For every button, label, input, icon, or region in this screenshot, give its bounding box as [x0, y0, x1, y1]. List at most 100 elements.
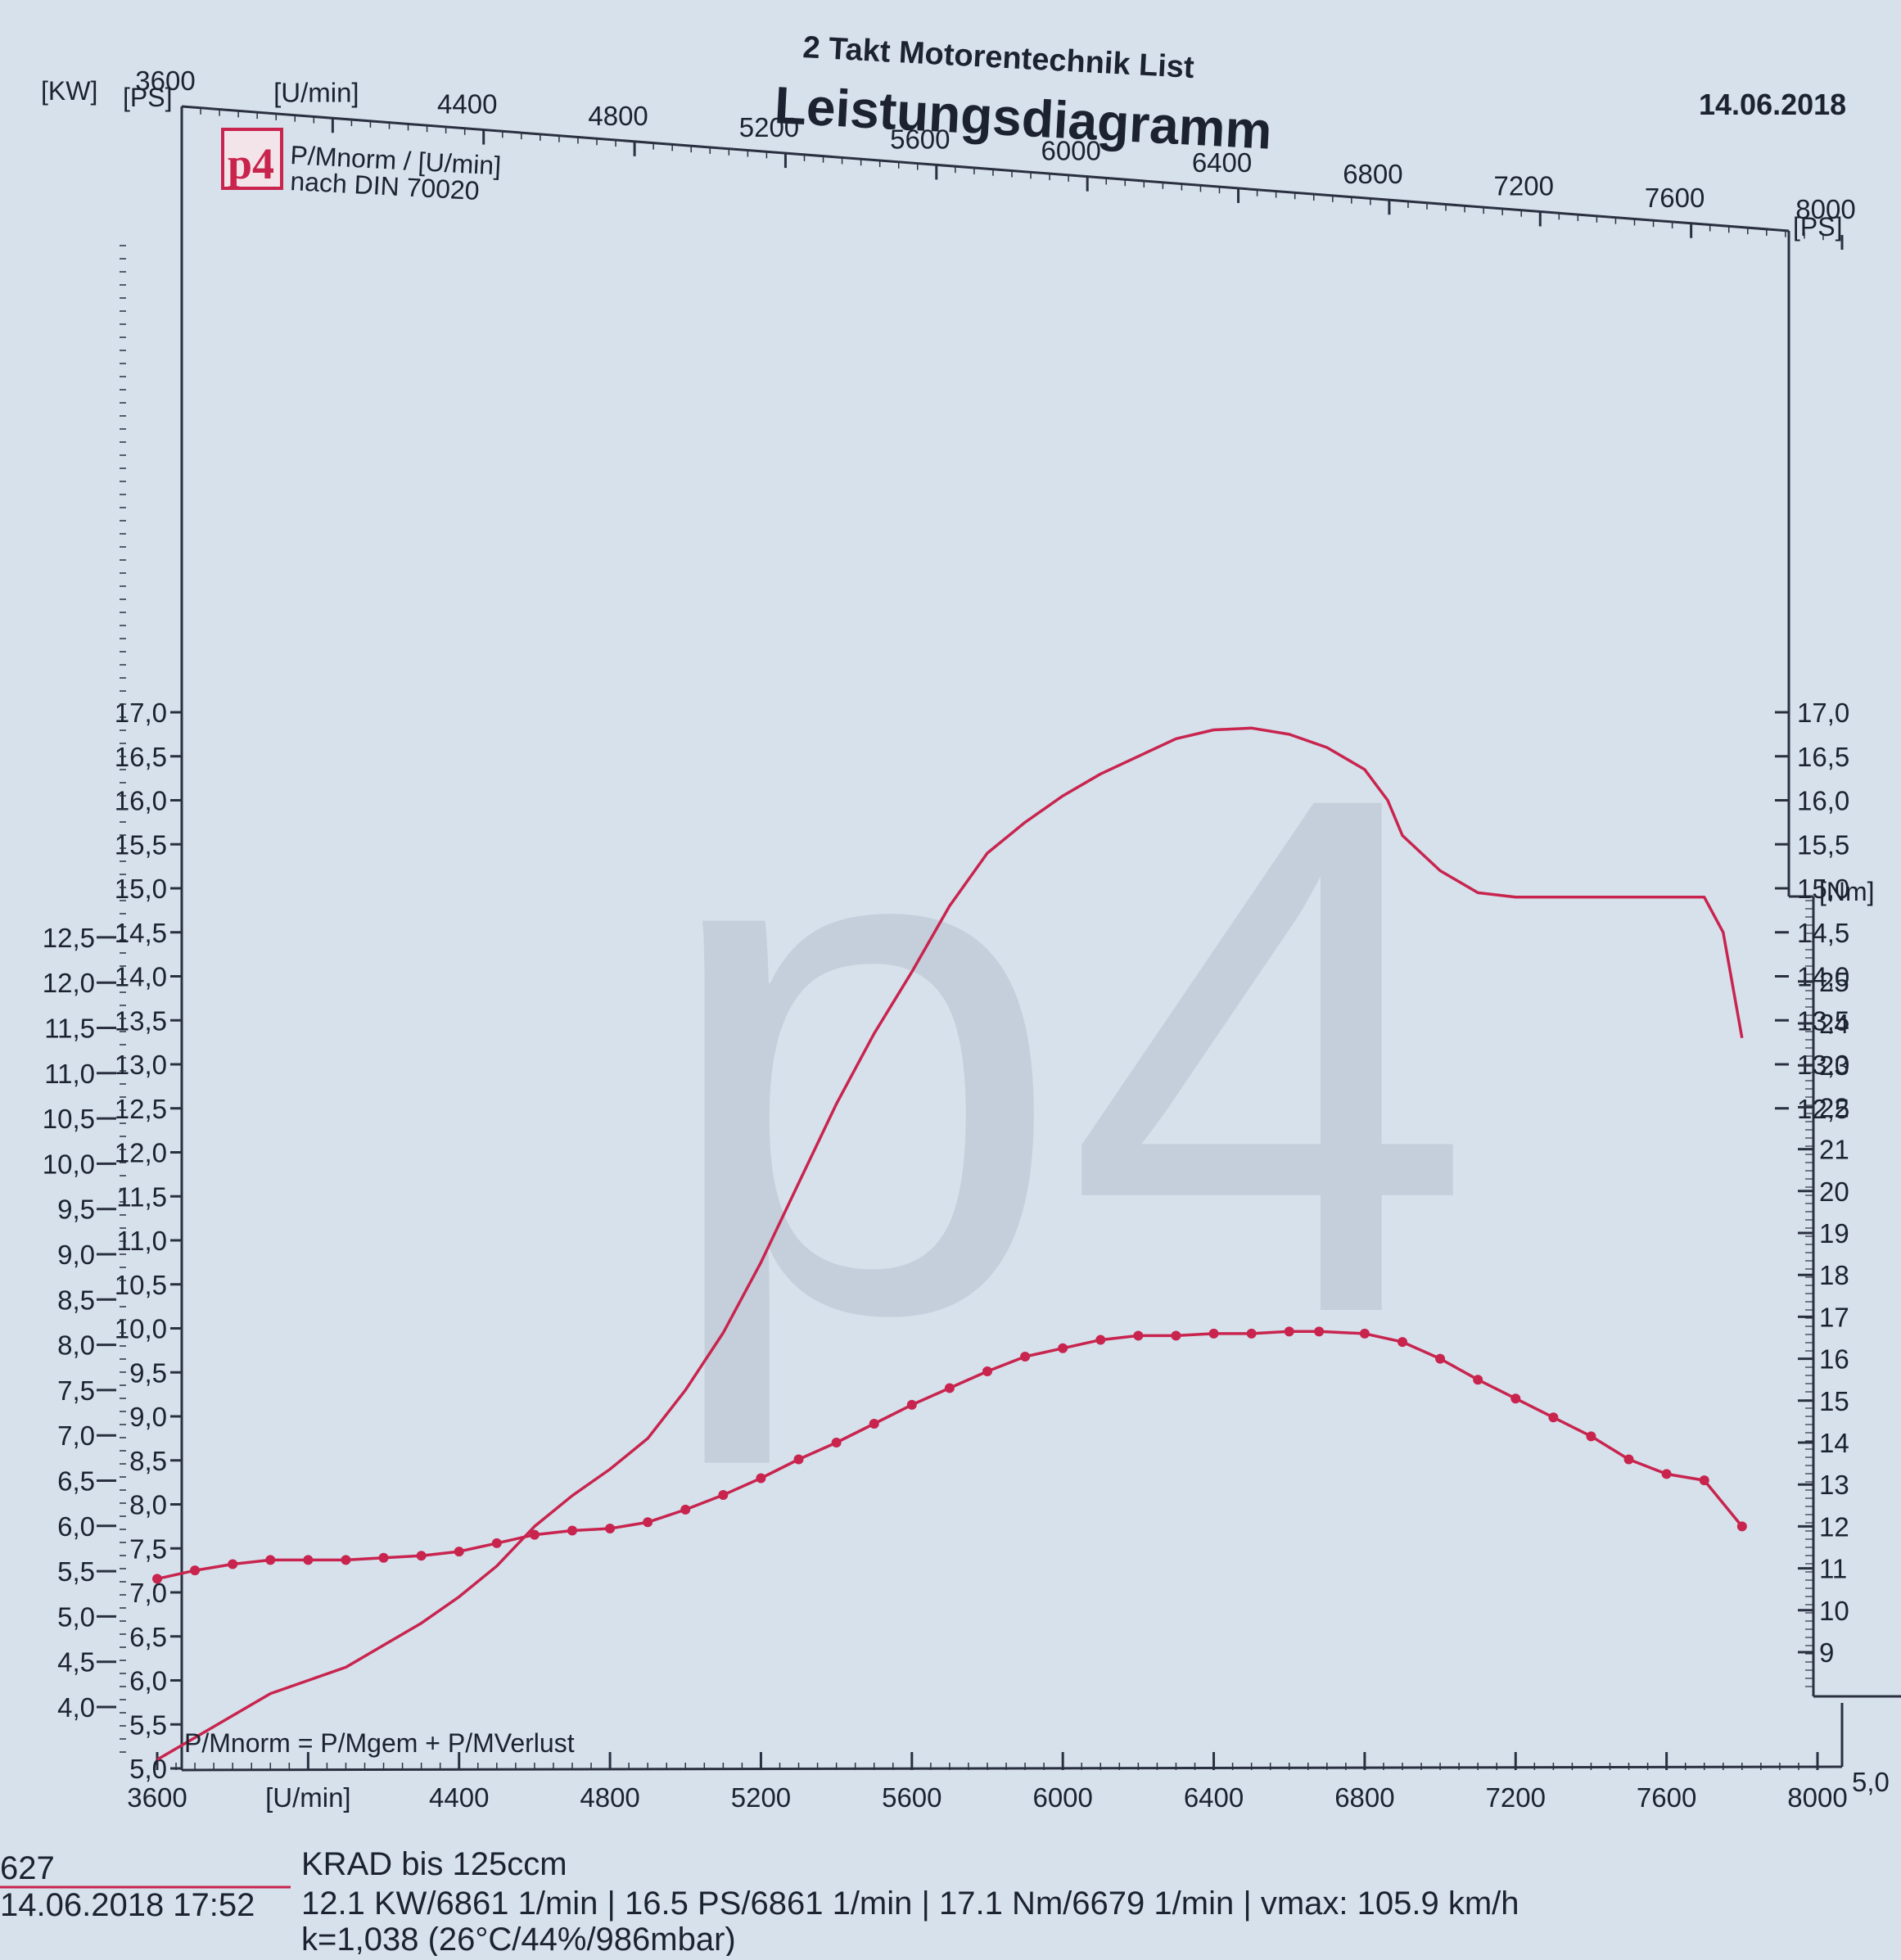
nm-tick-label: 22 [1819, 1092, 1849, 1122]
x-tick-label-top: 6800 [1343, 159, 1402, 189]
x-tick-label-bottom: [U/min] [265, 1782, 351, 1813]
x-tick-label-top: 5600 [890, 124, 950, 154]
nm-tick-label: 15 [1819, 1386, 1849, 1416]
ps-right-tick-label: 14,0 [1797, 962, 1849, 992]
torque-point [228, 1559, 238, 1569]
kw-tick-label: 8,5 [57, 1285, 95, 1315]
torque-point [1661, 1469, 1672, 1479]
footer-date-time: 14.06.2018 17:52 [0, 1887, 255, 1923]
torque-point [680, 1504, 691, 1515]
nm-tick-label: 21 [1819, 1135, 1849, 1165]
torque-point [378, 1552, 389, 1563]
kw-tick-label: 7,0 [57, 1420, 95, 1451]
torque-point [982, 1366, 992, 1376]
ps-axis-label-left: [PS] [123, 83, 172, 112]
x-tick-label-top: 5200 [739, 112, 799, 142]
footer-summary: 12.1 KW/6861 1/min | 16.5 PS/6861 1/min … [301, 1885, 1519, 1922]
torque-point [1171, 1330, 1181, 1341]
power-curve [156, 726, 1744, 1761]
torque-point [1095, 1335, 1106, 1345]
x-tick-label-bottom: 5600 [882, 1782, 941, 1813]
ps-left-tick-label: 8,0 [129, 1490, 167, 1520]
p4-logo-text: p4 [228, 139, 274, 188]
torque-point [1058, 1343, 1068, 1353]
ps-left-tick-label: 6,5 [129, 1622, 167, 1652]
footer-id: 627 [0, 1850, 55, 1886]
ps-right-tick-label: 16,0 [1797, 786, 1849, 816]
ps-left-tick-label: 9,0 [129, 1402, 167, 1432]
x-tick-label-bottom: 6800 [1334, 1782, 1394, 1813]
p4-logo: p4 [221, 128, 283, 190]
ps-left-tick-label: 14,5 [115, 918, 167, 948]
nm-tick-label: 10 [1819, 1596, 1849, 1626]
ps-left-tick-label: 9,5 [129, 1357, 167, 1388]
kw-tick-label: 9,0 [57, 1240, 95, 1270]
ps-right-tick-label: 16,5 [1797, 742, 1849, 772]
x-tick-label-bottom: 7600 [1637, 1782, 1696, 1813]
ps-right-tick-label: 14,5 [1797, 918, 1849, 948]
torque-point [1473, 1375, 1483, 1385]
ps-left-tick-label: 10,0 [115, 1314, 167, 1344]
nm-tick-label: 23 [1819, 1050, 1849, 1081]
torque-point [756, 1473, 766, 1484]
torque-point [869, 1418, 879, 1429]
ps-left-tick-label: 7,0 [129, 1578, 167, 1608]
x-tick-label-bottom: 3600 [127, 1782, 187, 1813]
ps-left-tick-label: 8,5 [129, 1446, 167, 1476]
torque-point [1020, 1352, 1031, 1362]
torque-point [454, 1547, 464, 1557]
torque-point [152, 1574, 162, 1584]
x-tick-label-bottom: 4800 [580, 1782, 639, 1813]
ps-left-tick-label: 6,0 [129, 1666, 167, 1696]
nm-tick-label: 19 [1819, 1218, 1849, 1249]
torque-point [265, 1555, 276, 1565]
nm-tick-label: 11 [1819, 1554, 1847, 1584]
x-tick-label-top: 6000 [1041, 136, 1100, 166]
x-tick-label-top: 4400 [437, 89, 497, 120]
torque-point [1548, 1412, 1559, 1423]
torque-point [1510, 1393, 1521, 1404]
nm-tick-label: 16 [1819, 1344, 1849, 1375]
ps-left-tick-label: 16,0 [115, 786, 167, 816]
x-tick-label-top: 4800 [588, 101, 648, 131]
torque-point [1699, 1475, 1709, 1486]
ps-right-tick-label: 17,0 [1797, 698, 1849, 728]
torque-point [567, 1525, 577, 1536]
torque-point [643, 1517, 653, 1528]
nm-tick-label: 18 [1819, 1260, 1849, 1290]
ps-left-tick-label: 7,5 [129, 1533, 167, 1564]
kw-tick-label: 5,5 [57, 1556, 95, 1587]
torque-point [1736, 1521, 1747, 1532]
ps-axis-label-right: [PS] [1793, 212, 1842, 242]
x-tick-label-top: 8000 [1795, 194, 1855, 224]
axis-ticks: 3600 [U/min] 4400 4800 5200 5600 6000 6400 6800 7… [43, 65, 1856, 1813]
formula-label: P/Mnorm = P/Mgem + P/MVerlust [184, 1728, 575, 1758]
x-tick-label-top: 3600 [135, 65, 195, 96]
kw-tick-label: 4,0 [57, 1692, 95, 1723]
nm-tick-label: 14 [1819, 1428, 1849, 1458]
bottom-axis-line [181, 1765, 1843, 1772]
torque-point [491, 1538, 502, 1548]
ps-right-tick-label: 13,5 [1797, 1005, 1849, 1036]
torque-point [831, 1438, 842, 1447]
ps-left-tick-label: 15,5 [115, 829, 167, 860]
ps-left-tick-label: 12,5 [115, 1094, 167, 1124]
x-tick-label-bottom: 7200 [1486, 1782, 1546, 1813]
torque-point [1359, 1328, 1370, 1339]
ps-left-tick-label: 13,5 [115, 1005, 167, 1036]
kw-tick-label: 6,0 [57, 1511, 95, 1542]
x-tick-label-top: 7200 [1494, 170, 1554, 201]
torque-point [416, 1551, 427, 1561]
kw-axis-label: [KW] [41, 76, 97, 106]
torque-point [341, 1555, 351, 1565]
kw-tick-label: 7,5 [57, 1375, 95, 1406]
torque-point [190, 1565, 201, 1576]
x-tick-label-top: 7600 [1645, 183, 1705, 213]
kw-tick-label: 11,5 [44, 1014, 95, 1044]
report-date: 14.06.2018 [1699, 88, 1846, 121]
ps-left-tick-label: 10,5 [115, 1270, 167, 1300]
ps-left-tick-label: 12,0 [115, 1138, 167, 1168]
torque-point [1314, 1326, 1325, 1337]
footer-correction: k=1,038 (26°C/44%/986mbar) [301, 1922, 736, 1956]
